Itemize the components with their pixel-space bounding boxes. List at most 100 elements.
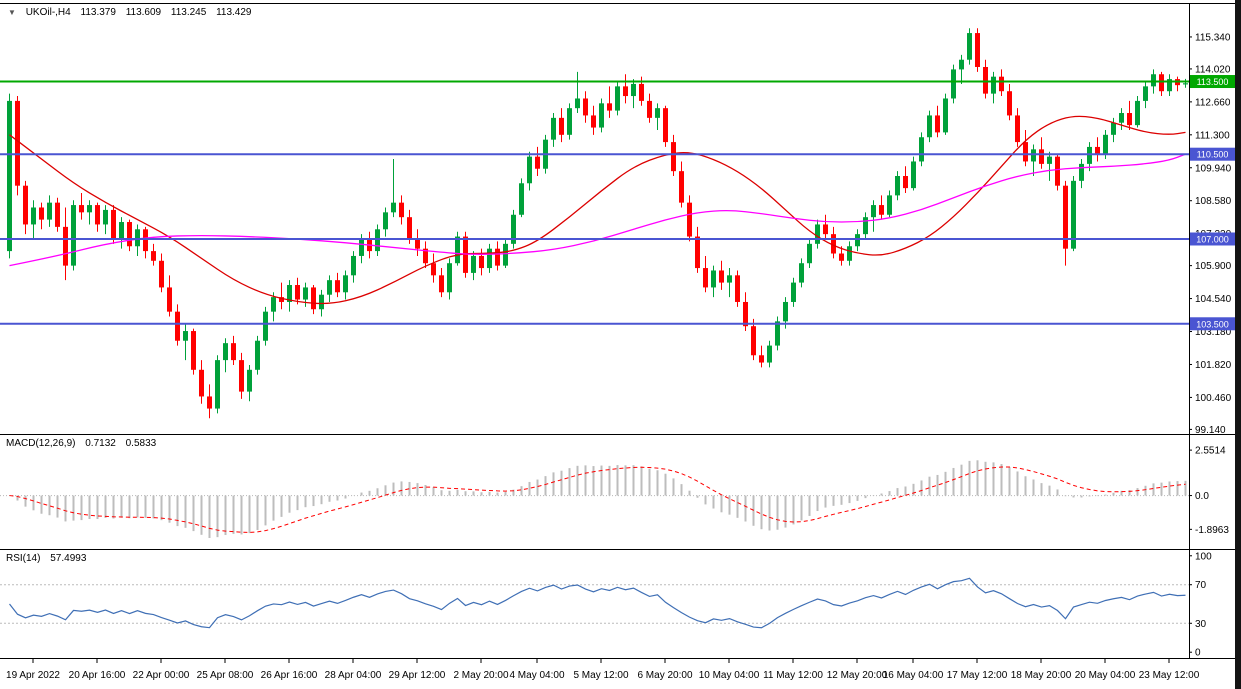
- candle: [991, 71, 996, 104]
- candle-body: [263, 311, 268, 341]
- candle-body: [407, 217, 412, 239]
- macd-tick-label: 2.5514: [1195, 446, 1226, 457]
- price-badge: [1190, 75, 1235, 89]
- candle: [823, 214, 828, 239]
- candle-body: [447, 263, 452, 293]
- candle: [487, 243, 492, 273]
- candle-body: [295, 285, 300, 300]
- candle: [751, 318, 756, 361]
- candle-body: [215, 360, 220, 409]
- candle-body: [863, 217, 868, 235]
- candle: [967, 28, 972, 65]
- candle-body: [631, 83, 636, 97]
- candle-body: [535, 156, 540, 169]
- price-tick-label: 111.300: [1195, 130, 1230, 141]
- candle-body: [991, 76, 996, 94]
- candle: [31, 200, 36, 239]
- time-label: 20 May 04:00: [1075, 670, 1136, 681]
- candle: [471, 251, 476, 281]
- candle: [199, 360, 204, 404]
- macd-histogram: [16, 460, 1187, 538]
- candle-body: [943, 98, 948, 133]
- candle-body: [1135, 100, 1140, 126]
- candle: [95, 202, 100, 232]
- candle-body: [1007, 91, 1012, 116]
- candle-body: [1071, 180, 1076, 249]
- time-label: 4 May 04:00: [509, 670, 564, 681]
- candle-body: [783, 301, 788, 322]
- candle: [535, 146, 540, 176]
- candle: [831, 226, 836, 259]
- candle: [847, 241, 852, 266]
- rsi-value: 57.4993: [50, 553, 87, 564]
- candle-body: [1151, 74, 1156, 87]
- candle: [1055, 154, 1060, 191]
- candle-body: [55, 202, 60, 227]
- macd-panel-area[interactable]: [0, 435, 1189, 549]
- candle-body: [87, 205, 92, 213]
- candle: [351, 251, 356, 283]
- candle: [519, 178, 524, 218]
- candle-body: [951, 69, 956, 99]
- candle-body: [503, 243, 508, 266]
- candle-body: [279, 297, 284, 302]
- candle: [1119, 108, 1124, 130]
- candle-body: [1039, 149, 1044, 164]
- candle-body: [751, 326, 756, 356]
- time-scale[interactable]: [0, 659, 1235, 689]
- candle: [335, 272, 340, 298]
- candle: [375, 224, 380, 256]
- candle: [103, 205, 108, 235]
- candle-body: [439, 275, 444, 293]
- candle-body: [487, 248, 492, 269]
- candle-body: [1063, 185, 1068, 249]
- candle-body: [1119, 113, 1124, 123]
- time-label: 23 May 12:00: [1139, 670, 1200, 681]
- candle-body: [671, 142, 676, 172]
- price-scale[interactable]: [1190, 4, 1235, 658]
- candle: [647, 93, 652, 123]
- quote-low: 113.245: [170, 7, 207, 18]
- candle: [423, 241, 428, 269]
- candle: [143, 226, 148, 259]
- price-tick-label: 112.660: [1195, 97, 1231, 108]
- candle-body: [519, 183, 524, 215]
- candle: [679, 161, 684, 208]
- candle: [287, 280, 292, 312]
- macd-tick-label: -1.8963: [1195, 525, 1229, 536]
- candle-body: [1143, 86, 1148, 101]
- candle-body: [975, 33, 980, 67]
- price-badge-label: 110.500: [1197, 150, 1229, 160]
- ma-fast-red-line: [9, 115, 1186, 305]
- candle: [135, 224, 140, 256]
- candle-body: [743, 301, 748, 327]
- price-tick-label: 103.180: [1195, 327, 1232, 338]
- candle: [327, 275, 332, 302]
- candle-body: [983, 66, 988, 94]
- one-click-trading-icon[interactable]: ▼: [8, 8, 16, 17]
- candle: [7, 93, 12, 259]
- candle-body: [119, 222, 124, 239]
- candle-body: [551, 117, 556, 140]
- candle-body: [303, 287, 308, 300]
- candle: [343, 270, 348, 300]
- candle-body: [575, 98, 580, 109]
- candle: [703, 255, 708, 293]
- price-badge: [1190, 317, 1235, 331]
- main-chart-area[interactable]: [0, 4, 1189, 434]
- candle: [887, 190, 892, 218]
- candle: [583, 91, 588, 123]
- price-badge: [1190, 147, 1235, 161]
- candle: [975, 28, 980, 72]
- candle: [759, 345, 764, 368]
- candle-body: [807, 243, 812, 264]
- time-label: 10 May 04:00: [699, 670, 760, 681]
- candle-body: [735, 275, 740, 302]
- rsi-panel-area[interactable]: [0, 550, 1189, 658]
- candle-body: [903, 176, 908, 189]
- candle: [1095, 137, 1100, 162]
- candle: [295, 277, 300, 305]
- candle-body: [615, 86, 620, 111]
- candle: [959, 54, 964, 84]
